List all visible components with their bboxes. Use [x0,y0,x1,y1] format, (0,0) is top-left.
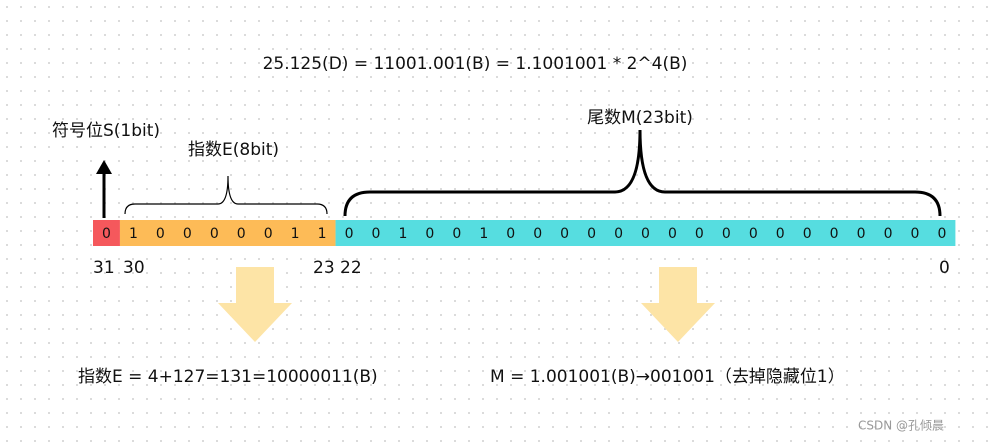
watermark: CSDN @孔倾晨 [858,419,944,433]
bit: 0 [614,226,623,242]
bit: 0 [425,226,434,242]
bit: 1 [318,226,327,242]
position: 30 [123,258,145,278]
bit: 0 [749,226,758,242]
bit: 0 [884,226,893,242]
bit: 0 [830,226,839,242]
exponent-label: 指数E(8bit) [188,140,279,160]
bit: 0 [102,226,111,242]
bit: 0 [345,226,354,242]
bit: 0 [911,226,920,242]
bit: 0 [533,226,542,242]
bit: 0 [560,226,569,242]
sign-field [93,220,120,246]
mantissa-brace [343,129,942,217]
exponent-field [119,220,336,246]
bit: 0 [803,226,812,242]
arrow-down [218,267,292,342]
position: 23 [313,258,335,278]
bit: 0 [776,226,785,242]
bit: 0 [857,226,866,242]
bit: 1 [129,226,138,242]
bit: 0 [372,226,381,242]
position: 22 [340,258,362,278]
bit: 1 [479,226,488,242]
bit: 0 [183,226,192,242]
bit: 0 [506,226,515,242]
bit: 1 [291,226,300,242]
bit: 0 [695,226,704,242]
mantissa-label: 尾数M(23bit) [587,108,693,128]
arrow-head [96,160,112,174]
position: 0 [939,258,950,278]
bit: 0 [452,226,461,242]
bit: 0 [156,226,165,242]
mantissa-note: M = 1.001001(B)→001001（去掉隐藏位1） [490,367,845,387]
bit: 1 [398,226,407,242]
bit: 0 [722,226,731,242]
bit: 0 [237,226,246,242]
bit-row: 0 1 0 0 0 0 0 1 1 0 0 1 0 0 1 0 0 0 0 0 0 0 0 0 0 0 0 0 0 0 0 0 [93,220,956,246]
formula: 25.125(D) = 11001.001(B) = 1.1001001 * 2… [263,54,688,74]
position: 31 [93,258,115,278]
bit: 0 [937,226,946,242]
bit: 0 [587,226,596,242]
arrow-down [641,267,715,342]
bit: 0 [210,226,219,242]
bit: 0 [264,226,273,242]
bit: 0 [641,226,650,242]
exponent-brace [124,175,328,215]
bit: 0 [668,226,677,242]
mantissa-field [335,220,956,246]
exponent-note: 指数E = 4+127=131=10000011(B) [78,367,378,387]
sign-label: 符号位S(1bit) [52,121,160,141]
